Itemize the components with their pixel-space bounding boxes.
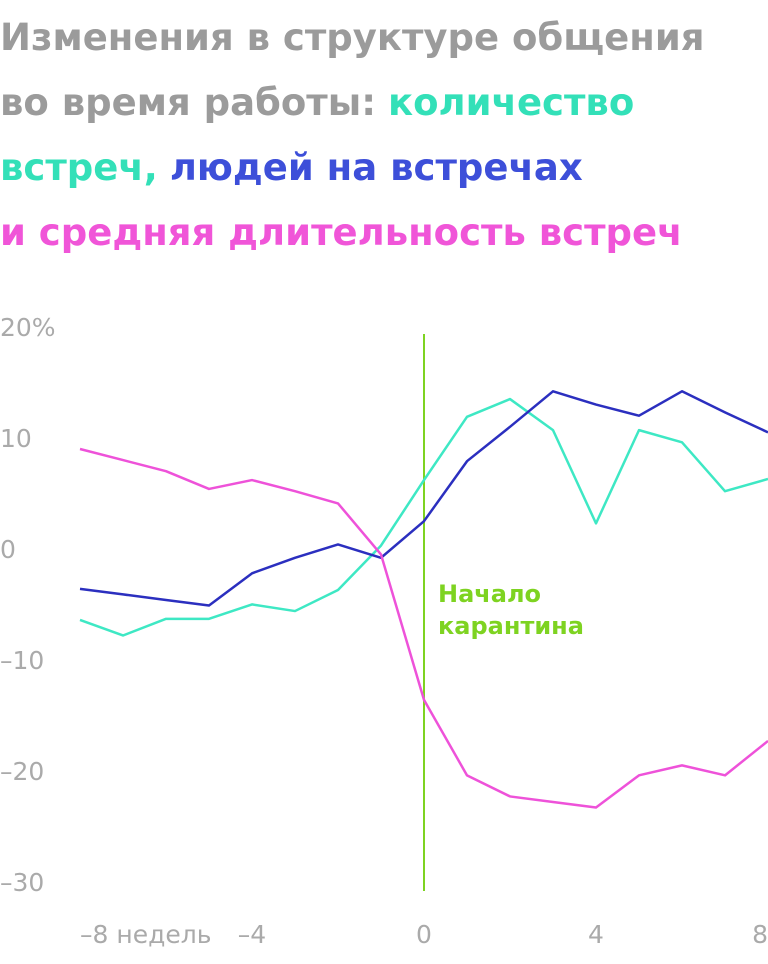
title-segment: людей на встречах [170,146,583,189]
title-segment: встреч, [0,146,158,189]
series-line [79,397,768,637]
title-segment: Изменения в структуре общения [0,16,705,59]
chart-title: встреч, людей на встречах [0,146,583,189]
x-tick-label: 0 [416,920,432,949]
x-tick-label: –4 [238,920,266,949]
y-tick-label: –20 [0,757,44,786]
annotation-text: Начало [438,580,541,608]
x-tick-label: 4 [588,920,604,949]
chart-title: во время работы: количество [0,81,634,124]
title-segment: и средняя длительность встреч [0,211,683,254]
chart-title: Изменения в структуре общения [0,16,705,59]
annotation-text: карантина [438,612,584,640]
title-segment: во время работы: [0,81,376,124]
y-tick-label: 20% [0,313,56,342]
x-tick-label: –8 недель [80,920,211,949]
y-tick-label: –10 [0,646,44,675]
y-tick-label: 10 [0,424,32,453]
x-tick-label: 8 [752,920,768,949]
series-line [79,447,768,809]
y-tick-label: –30 [0,868,44,897]
chart-title: и средняя длительность встреч [0,211,683,254]
y-tick-label: 0 [0,535,16,564]
series-line [79,390,768,607]
title-segment: количество [388,81,634,124]
